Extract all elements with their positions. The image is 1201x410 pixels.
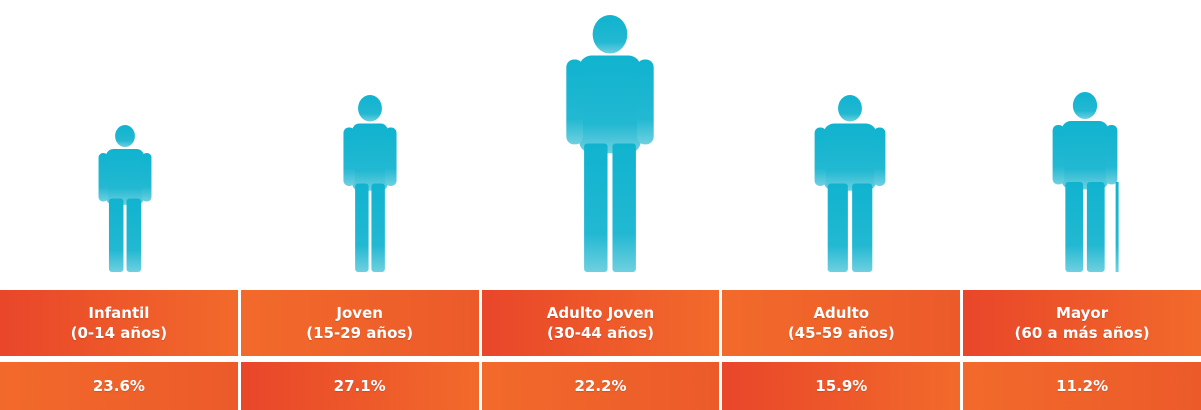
head	[115, 124, 135, 148]
leg	[126, 198, 142, 272]
head	[1072, 92, 1098, 119]
torso	[105, 149, 145, 205]
silhouette	[1052, 92, 1119, 272]
share: 27.1%	[333, 377, 386, 395]
leg	[1086, 182, 1105, 272]
leg	[108, 198, 124, 272]
arm	[566, 59, 584, 145]
age-range: (45-59 años)	[787, 324, 895, 342]
arm	[636, 59, 654, 145]
silhouette	[343, 95, 397, 272]
arm	[873, 127, 886, 186]
header-cell: Joven (15-29 años)	[240, 290, 479, 356]
head	[358, 95, 382, 122]
value-row: 23.6% 27.1% 22.2% 15.9% 11.2%	[0, 362, 1201, 410]
group-label: Adulto	[813, 304, 870, 322]
leg	[584, 143, 608, 272]
group-label: Adulto Joven	[546, 304, 655, 322]
cane	[1115, 182, 1119, 272]
age-range: (30-44 años)	[547, 324, 654, 342]
arm	[1052, 125, 1065, 185]
leg	[355, 183, 369, 272]
age-range: (15-29 años)	[306, 324, 414, 342]
silhouette	[814, 95, 886, 272]
arm	[814, 127, 827, 186]
leg	[371, 183, 385, 272]
arm	[98, 153, 109, 202]
header-row: Infantil (0-14 años) Joven (15-29 años) Adul…	[0, 290, 1201, 356]
head	[592, 15, 628, 54]
value-cell: 22.2%	[481, 362, 720, 410]
leg	[612, 143, 636, 272]
torso	[352, 123, 388, 191]
torso	[579, 55, 641, 154]
age-range: (0-14 años)	[70, 324, 168, 342]
torso	[823, 123, 877, 191]
share: 23.6%	[92, 377, 145, 395]
value-cell: 27.1%	[240, 362, 479, 410]
age-range: (60 a más años)	[1014, 324, 1150, 342]
value-cell: 23.6%	[0, 362, 238, 410]
header-cell: Mayor (60 a más años)	[963, 290, 1201, 356]
share: 11.2%	[1056, 377, 1109, 395]
silhouette	[566, 15, 654, 272]
leg	[852, 183, 873, 272]
group-label: Mayor	[1056, 304, 1109, 322]
header-cell: Infantil (0-14 años)	[0, 290, 238, 356]
silhouettes	[98, 15, 1119, 272]
leg	[827, 183, 848, 272]
group-label: Infantil	[88, 304, 150, 322]
value-cell: 11.2%	[963, 362, 1201, 410]
share: 15.9%	[815, 377, 868, 395]
silhouette	[98, 124, 152, 272]
arm	[343, 127, 355, 186]
arm	[141, 153, 152, 202]
leg	[1065, 182, 1084, 272]
group-label: Joven	[336, 304, 383, 322]
head	[838, 95, 862, 122]
arm	[385, 127, 397, 186]
arm	[1105, 125, 1118, 185]
value-cell: 15.9%	[722, 362, 961, 410]
header-cell: Adulto (45-59 años)	[722, 290, 961, 356]
torso	[1061, 121, 1109, 190]
share: 22.2%	[574, 377, 627, 395]
header-cell: Adulto Joven (30-44 años)	[481, 290, 720, 356]
